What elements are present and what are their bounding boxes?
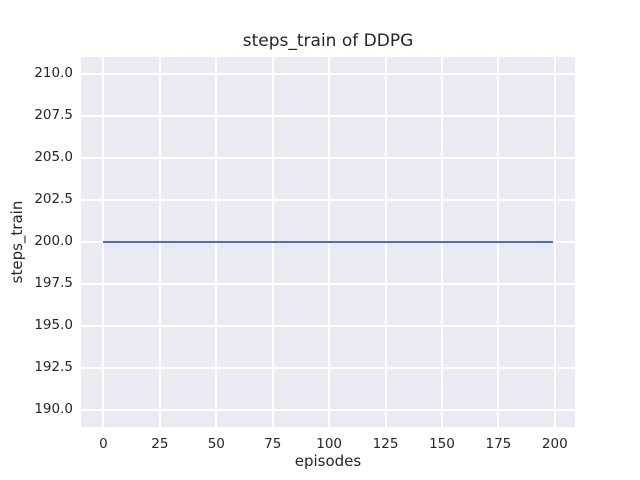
- series-line-steps_train: [103, 241, 553, 243]
- gridline-horizontal: [81, 409, 575, 412]
- y-tick-label: 195.0: [34, 317, 73, 334]
- x-tick-label: 25: [151, 436, 169, 452]
- x-tick-label: 0: [99, 436, 108, 452]
- y-tick-label: 197.5: [34, 275, 73, 292]
- chart-title: steps_train of DDPG: [242, 31, 414, 51]
- x-tick-label: 150: [429, 436, 455, 452]
- y-axis-label: steps_train: [8, 200, 26, 284]
- x-tick-label: 125: [372, 436, 399, 452]
- y-tick-label: 192.5: [34, 359, 73, 376]
- gridline-horizontal: [81, 198, 575, 201]
- gridline-horizontal: [81, 325, 575, 328]
- x-tick-label: 100: [316, 436, 343, 452]
- y-tick-label: 205.0: [34, 148, 73, 165]
- gridline-vertical: [553, 57, 556, 427]
- gridline-horizontal: [81, 114, 575, 117]
- gridline-horizontal: [81, 283, 575, 286]
- plot-area: [81, 57, 575, 427]
- y-tick-label: 190.0: [34, 401, 73, 418]
- x-tick-label: 200: [541, 436, 568, 452]
- y-tick-label: 210.0: [34, 64, 73, 81]
- gridline-horizontal: [81, 367, 575, 370]
- y-tick-label: 202.5: [34, 190, 73, 207]
- gridline-horizontal: [81, 72, 575, 75]
- y-tick-label: 207.5: [34, 106, 73, 123]
- x-axis-label: episodes: [294, 452, 362, 470]
- x-tick-label: 175: [485, 436, 512, 452]
- x-tick-label: 50: [207, 436, 225, 452]
- x-tick-label: 75: [264, 436, 282, 452]
- gridline-horizontal: [81, 156, 575, 159]
- y-tick-label: 200.0: [34, 233, 73, 249]
